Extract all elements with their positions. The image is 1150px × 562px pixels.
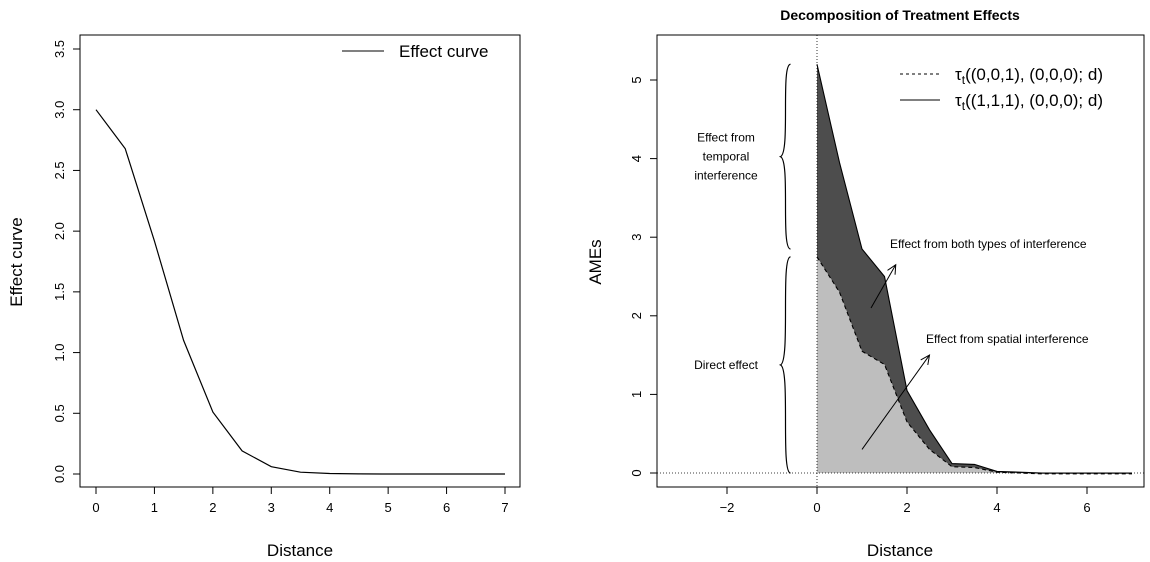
x-tick-label: 3 <box>268 500 275 515</box>
x-tick-label: 4 <box>993 500 1000 515</box>
y-axis-title: Effect curve <box>7 217 26 306</box>
y-axis-title: AMEs <box>586 239 605 284</box>
annotations: Effect from both types of interference Ef… <box>861 237 1089 450</box>
y-tick-label: 0.5 <box>52 404 67 422</box>
legend-label: Effect curve <box>399 42 488 61</box>
solid-series-line <box>816 64 1132 474</box>
x-tick-label: 1 <box>151 500 158 515</box>
brace-label: temporal <box>703 150 750 164</box>
x-tick-label: 4 <box>326 500 333 515</box>
legend: τt((0,0,1), (0,0,0); d) τt((1,1,1), (0,0,… <box>900 65 1103 113</box>
dashed-series-line <box>816 256 1132 475</box>
curly-brace <box>778 256 792 474</box>
x-axis: 0 1 2 3 4 5 6 7 <box>92 486 509 515</box>
decomposition-chart: Effect from both types of interference Ef… <box>586 7 1145 560</box>
interference-effect-area <box>817 64 1132 474</box>
x-tick-label: 2 <box>209 500 216 515</box>
y-tick-label: 1 <box>629 391 644 398</box>
x-tick-label: 7 <box>501 500 508 515</box>
y-tick-label: 1.5 <box>52 283 67 301</box>
series-group <box>816 64 1132 475</box>
y-tick-label: 0 <box>629 469 644 476</box>
reference-lines <box>657 35 1144 487</box>
y-tick-label: 5 <box>629 76 644 83</box>
chart-title: Decomposition of Treatment Effects <box>780 7 1020 23</box>
y-tick-label: 3 <box>629 234 644 241</box>
brace-label: Effect from <box>697 131 755 145</box>
x-tick-label: 2 <box>903 500 910 515</box>
annotation-label: Effect from both types of interference <box>890 237 1087 251</box>
annotation-arrow-head <box>887 263 897 275</box>
x-axis-title: Distance <box>267 541 333 560</box>
y-axis: 0 1 2 3 4 5 <box>629 76 658 477</box>
series-group <box>95 109 505 475</box>
y-tick-label: 1.0 <box>52 344 67 362</box>
x-tick-label: 6 <box>1083 500 1090 515</box>
y-tick-label: 2 <box>629 312 644 319</box>
annotation-arrow-head <box>920 354 931 366</box>
effect-curve-line <box>95 109 505 475</box>
brace-labels: Effect from temporal interference Direct ef… <box>694 63 792 474</box>
y-tick-label: 4 <box>629 155 644 162</box>
x-tick-label: 5 <box>385 500 392 515</box>
x-axis: −2 0 2 4 6 <box>720 486 1091 515</box>
annotation-arrow <box>870 264 897 309</box>
x-tick-label: 0 <box>92 500 99 515</box>
legend-label: τt((0,0,1), (0,0,0); d) <box>955 65 1103 87</box>
area-fills <box>817 64 1132 474</box>
x-tick-label: 0 <box>813 500 820 515</box>
y-tick-label: 3.5 <box>52 40 67 58</box>
brace-label: Direct effect <box>694 358 758 372</box>
legend: Effect curve <box>342 42 488 61</box>
y-tick-label: 0.0 <box>52 465 67 483</box>
annotation-label: Effect from spatial interference <box>926 332 1089 346</box>
annotation-arrow <box>861 354 930 450</box>
direct-effect-area <box>817 256 1132 474</box>
brace-label: interference <box>694 169 758 183</box>
x-tick-label: −2 <box>720 500 735 515</box>
y-tick-label: 2.5 <box>52 161 67 179</box>
effect-curve-chart: 0 1 2 3 4 5 6 7 0.0 0.5 1.0 1.5 2.0 2.5 3.0 3.5 Effect… <box>7 34 521 560</box>
y-axis: 0.0 0.5 1.0 1.5 2.0 2.5 3.0 3.5 <box>52 40 81 483</box>
plot-frame <box>79 34 521 488</box>
y-tick-label: 3.0 <box>52 101 67 119</box>
x-axis-title: Distance <box>867 541 933 560</box>
x-tick-label: 6 <box>443 500 450 515</box>
curly-brace <box>778 63 792 250</box>
y-tick-label: 2.0 <box>52 222 67 240</box>
legend-label: τt((1,1,1), (0,0,0); d) <box>955 91 1103 113</box>
